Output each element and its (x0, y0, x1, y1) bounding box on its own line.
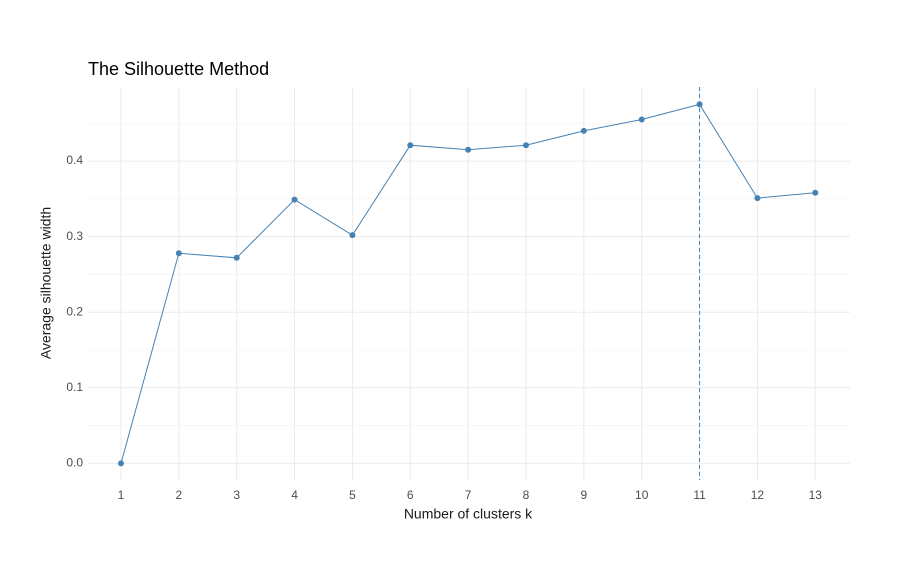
x-tick-label: 7 (465, 488, 472, 502)
point (754, 195, 761, 202)
point (175, 250, 182, 257)
y-tick-label: 0.3 (66, 229, 83, 243)
x-tick-label: 13 (809, 488, 823, 502)
y-tick-label: 0.4 (66, 153, 83, 167)
x-tick-label: 10 (635, 488, 649, 502)
x-tick-label: 2 (175, 488, 182, 502)
point (407, 142, 414, 149)
point (349, 232, 356, 239)
chart-title: The Silhouette Method (88, 59, 269, 79)
y-tick-label: 0.0 (66, 456, 83, 470)
y-axis-label: Average silhouette width (38, 207, 54, 359)
x-tick-label: 12 (751, 488, 765, 502)
x-tick-label: 4 (291, 488, 298, 502)
x-tick-label: 9 (581, 488, 588, 502)
point (291, 196, 298, 203)
point (465, 146, 472, 153)
x-tick-label: 1 (118, 488, 125, 502)
point (812, 189, 819, 196)
point (580, 127, 587, 134)
x-tick-label: 6 (407, 488, 414, 502)
y-tick-label: 0.2 (66, 304, 83, 318)
x-axis-label: Number of clusters k (404, 506, 533, 522)
point (638, 116, 645, 123)
x-tick-label: 5 (349, 488, 356, 502)
point (233, 254, 240, 261)
y-tick-label: 0.1 (66, 380, 83, 394)
point (117, 460, 124, 467)
x-tick-label: 11 (693, 488, 706, 502)
point (522, 142, 529, 149)
x-tick-label: 8 (523, 488, 530, 502)
x-tick-label: 3 (233, 488, 240, 502)
